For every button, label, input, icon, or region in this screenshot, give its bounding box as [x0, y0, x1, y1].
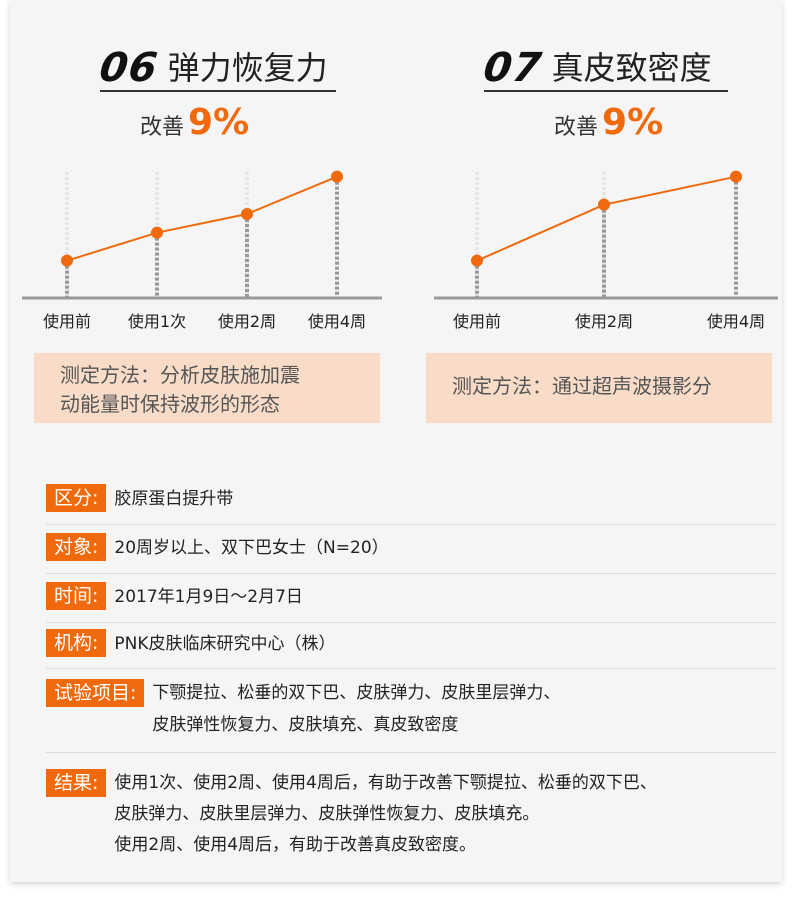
- info-line: 胶原蛋白提升带: [114, 489, 234, 509]
- method-line: 动能量时保持波形的形态: [60, 392, 280, 416]
- info-line: 皮肤弹力、皮肤里层弹力、皮肤弹性恢复力、皮肤填充。: [114, 804, 540, 824]
- info-line: 2017年1月9日～2月7日: [114, 587, 303, 607]
- info-line: 下颚提拉、松垂的双下巴、皮肤弹力、皮肤里层弹力、: [152, 683, 561, 703]
- info-tag: 试验项目:: [46, 679, 145, 707]
- data-point: [730, 170, 742, 183]
- info-value: 胶原蛋白提升带: [114, 484, 233, 514]
- improvement-label: 改善: [554, 115, 599, 140]
- info-row-category: 区分: 胶原蛋白提升带: [46, 476, 776, 525]
- improvement: 改善 9%: [140, 102, 249, 148]
- section-number: 06: [96, 45, 161, 91]
- x-tick-label: 使用2周: [575, 312, 633, 331]
- info-row-results: 结果: 使用1次、使用2周、使用4周后，有助于改善下颚提拉、松垂的双下巴、 皮肤…: [46, 753, 776, 861]
- panel-dermis-density: 07 真皮致密度 改善 9% 使用前 使用2周 使用4周 测定方法：通过超声波摄影分: [402, 0, 782, 440]
- line-chart: 使用前 使用2周 使用4周: [434, 170, 778, 331]
- info-row-subjects: 对象: 20周岁以上、双下巴女士（N=20）: [46, 525, 776, 574]
- info-tag: 时间:: [46, 582, 107, 610]
- data-point: [331, 170, 343, 183]
- info-value: 2017年1月9日～2月7日: [114, 582, 303, 612]
- data-point: [151, 226, 163, 239]
- method-box: 测定方法：分析皮肤施加震 动能量时保持波形的形态: [34, 353, 380, 423]
- improvement-value: 9%: [602, 102, 664, 143]
- info-line: 使用2周、使用4周后，有助于改善真皮致密度。: [114, 835, 477, 855]
- improvement-value: 9%: [188, 102, 250, 143]
- info-line: PNK皮肤临床研究中心（株）: [114, 634, 336, 654]
- data-point: [241, 208, 253, 220]
- info-line: 20周岁以上、双下巴女士（N=20）: [114, 538, 389, 558]
- info-row-period: 时间: 2017年1月9日～2月7日: [46, 574, 776, 623]
- data-point: [61, 254, 73, 267]
- series-line: [476, 175, 737, 262]
- info-value: 下颚提拉、松垂的双下巴、皮肤弹力、皮肤里层弹力、 皮肤弹性恢复力、皮肤填充、真皮…: [152, 677, 560, 741]
- section-number: 07: [480, 45, 545, 91]
- section-title: 真皮致密度: [551, 49, 712, 87]
- study-info: 区分: 胶原蛋白提升带 对象: 20周岁以上、双下巴女士（N=20） 时间: 2…: [46, 476, 776, 861]
- method-line: 测定方法：分析皮肤施加震: [60, 363, 300, 387]
- info-line: 皮肤弹性恢复力、皮肤填充、真皮致密度: [152, 715, 459, 735]
- x-tick-label: 使用2周: [218, 312, 276, 331]
- info-row-institution: 机构: PNK皮肤临床研究中心（株）: [46, 623, 776, 669]
- section-title: 弹力恢复力: [167, 49, 328, 87]
- info-value: 20周岁以上、双下巴女士（N=20）: [114, 533, 388, 563]
- x-tick-label: 使用前: [43, 312, 91, 331]
- section-heading: 07 真皮致密度: [480, 42, 728, 92]
- info-tag: 对象:: [46, 533, 107, 561]
- series-line: [66, 175, 338, 262]
- info-tag: 机构:: [46, 629, 107, 657]
- x-tick-label: 使用1次: [128, 312, 186, 331]
- improvement: 改善 9%: [554, 102, 663, 148]
- method-line: 测定方法：通过超声波摄影分: [452, 374, 712, 398]
- data-point: [471, 254, 483, 267]
- info-value: 使用1次、使用2周、使用4周后，有助于改善下颚提拉、松垂的双下巴、 皮肤弹力、皮…: [114, 768, 656, 861]
- info-line: 使用1次、使用2周、使用4周后，有助于改善下颚提拉、松垂的双下巴、: [114, 773, 657, 793]
- data-point: [598, 198, 610, 211]
- method-box: 测定方法：通过超声波摄影分: [426, 353, 772, 423]
- improvement-label: 改善: [140, 115, 185, 140]
- info-tag: 结果:: [46, 769, 107, 797]
- info-tag: 区分:: [46, 484, 107, 512]
- section-heading: 06 弹力恢复力: [96, 42, 336, 92]
- x-tick-label: 使用前: [453, 312, 501, 331]
- panel-elasticity: 06 弹力恢复力 改善 9% 使用前 使用1次 使用2周 使用4周 测定方法：分析皮肤…: [10, 0, 390, 440]
- x-tick-label: 使用4周: [707, 312, 765, 331]
- info-value: PNK皮肤临床研究中心（株）: [114, 629, 335, 659]
- report-card: 06 弹力恢复力 改善 9% 使用前 使用1次 使用2周 使用4周 测定方法：分析皮肤…: [10, 0, 782, 882]
- info-row-test-items: 试验项目: 下颚提拉、松垂的双下巴、皮肤弹力、皮肤里层弹力、 皮肤弹性恢复力、皮…: [46, 669, 776, 753]
- line-chart: 使用前 使用1次 使用2周 使用4周: [22, 170, 382, 331]
- x-tick-label: 使用4周: [308, 312, 366, 331]
